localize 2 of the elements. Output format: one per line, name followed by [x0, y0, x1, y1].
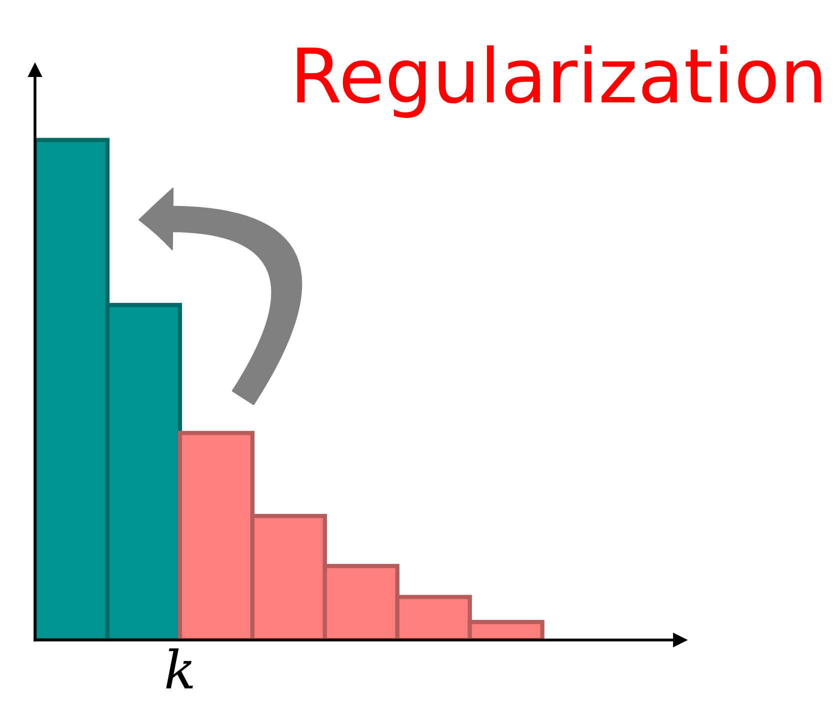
x-tick-label: k: [166, 648, 193, 688]
chart-title: Regularization: [297, 45, 822, 118]
